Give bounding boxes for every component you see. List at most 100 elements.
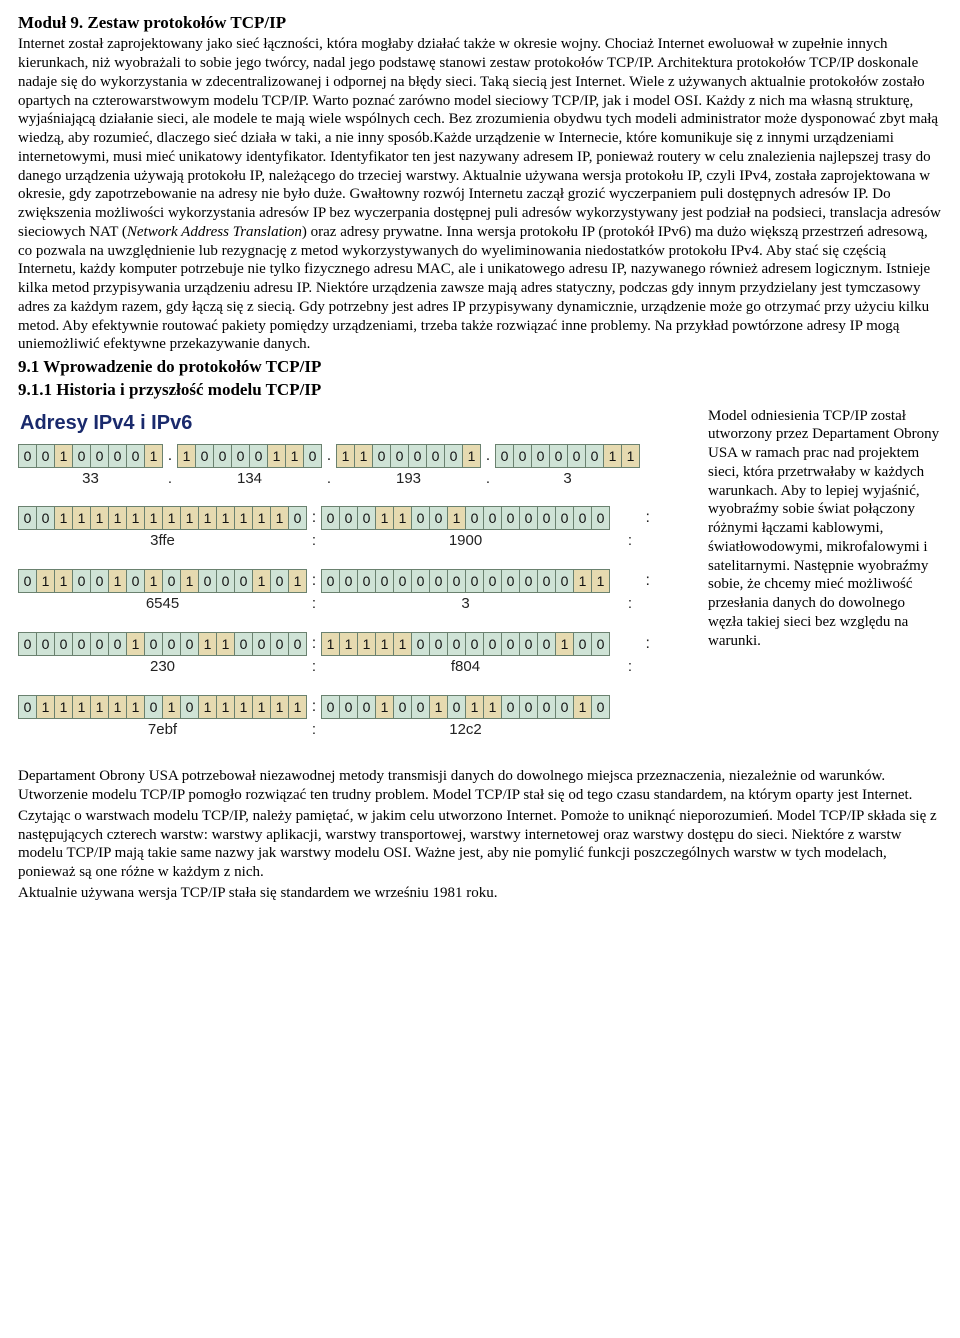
bit-cell: 1 xyxy=(355,445,373,467)
bit-cell: 0 xyxy=(412,696,430,718)
bit-cell: 0 xyxy=(253,633,271,655)
separator: . xyxy=(163,444,177,467)
label-cell: : xyxy=(307,658,321,677)
bit-cell: 0 xyxy=(127,445,145,467)
bit-cell: 0 xyxy=(322,507,340,529)
separator: : xyxy=(307,632,321,655)
bit-cell: 0 xyxy=(73,633,91,655)
bit-cell: 1 xyxy=(376,507,394,529)
bit-cell: 0 xyxy=(496,445,514,467)
bit-cell: 1 xyxy=(268,445,286,467)
bit-cell: 1 xyxy=(286,445,304,467)
bit-cell: 0 xyxy=(520,507,538,529)
bit-cell: 0 xyxy=(37,507,55,529)
bit-cell: 1 xyxy=(199,696,217,718)
bit-cell: 1 xyxy=(73,696,91,718)
bit-cell: 0 xyxy=(532,445,550,467)
bit-cell: 0 xyxy=(232,445,250,467)
label-cell: 3ffe xyxy=(18,532,307,551)
bit-cell: 0 xyxy=(484,570,502,592)
bit-cell: 0 xyxy=(484,633,502,655)
bit-cell: 0 xyxy=(394,570,412,592)
bit-cell: 1 xyxy=(109,696,127,718)
bit-cell: 0 xyxy=(430,633,448,655)
bit-cell: 0 xyxy=(484,507,502,529)
bit-cell: 1 xyxy=(574,570,592,592)
label-cell: : xyxy=(307,532,321,551)
bit-cell: 0 xyxy=(550,445,568,467)
bit-cell: 1 xyxy=(199,507,217,529)
bit-group: 11000001 xyxy=(336,444,481,468)
ipv6-bits-row: 0110010101000101:0000000000000011: xyxy=(18,569,698,593)
label-cell: 134 xyxy=(177,470,322,489)
bit-cell: 0 xyxy=(19,570,37,592)
labels-row: 7ebf:12c2 xyxy=(18,721,698,740)
bit-cell: 1 xyxy=(178,445,196,467)
paragraph-3: Czytając o warstwach modelu TCP/IP, nale… xyxy=(18,807,942,882)
intro-text-2: ) oraz adresy prywatne. Inna wersja prot… xyxy=(18,224,930,353)
labels-row: 230:f804: xyxy=(18,658,698,677)
bit-cell: 0 xyxy=(250,445,268,467)
bit-group: 0011111111111110 xyxy=(18,506,307,530)
bit-group: 0000000000000011 xyxy=(321,569,610,593)
bit-cell: 1 xyxy=(55,570,73,592)
bit-cell: 0 xyxy=(271,633,289,655)
label-cell: : xyxy=(610,595,650,614)
label-cell: f804 xyxy=(321,658,610,677)
bit-cell: 0 xyxy=(19,445,37,467)
bit-cell: 0 xyxy=(340,696,358,718)
bit-cell: 0 xyxy=(430,507,448,529)
bit-cell: 1 xyxy=(73,507,91,529)
bit-group: 1111100000000100 xyxy=(321,632,610,656)
bit-cell: 0 xyxy=(37,633,55,655)
bit-cell: 0 xyxy=(412,633,430,655)
bit-cell: 0 xyxy=(19,696,37,718)
bit-cell: 1 xyxy=(181,507,199,529)
labels-row: 6545:3: xyxy=(18,595,698,614)
bit-cell: 0 xyxy=(235,570,253,592)
bit-cell: 0 xyxy=(358,696,376,718)
figure-title: Adresy IPv4 i IPv6 xyxy=(18,407,698,444)
label-cell: 33 xyxy=(18,470,163,489)
bit-cell: 0 xyxy=(538,633,556,655)
bit-cell: 1 xyxy=(271,696,289,718)
bit-cell: 0 xyxy=(394,696,412,718)
bit-cell: 0 xyxy=(19,507,37,529)
bit-cell: 1 xyxy=(127,633,145,655)
bit-cell: 1 xyxy=(253,696,271,718)
bit-cell: 0 xyxy=(574,633,592,655)
bit-cell: 0 xyxy=(109,445,127,467)
bit-cell: 0 xyxy=(289,633,307,655)
bit-cell: 1 xyxy=(430,696,448,718)
bit-cell: 0 xyxy=(304,445,322,467)
bit-cell: 0 xyxy=(586,445,604,467)
label-cell: . xyxy=(163,470,177,489)
bit-cell: 1 xyxy=(340,633,358,655)
labels-row: 33.134.193.3 xyxy=(18,470,698,489)
bit-cell: 0 xyxy=(373,445,391,467)
separator: : xyxy=(610,632,650,655)
bit-cell: 0 xyxy=(235,633,253,655)
bit-cell: 1 xyxy=(163,696,181,718)
label-cell: 3 xyxy=(321,595,610,614)
label-cell: . xyxy=(481,470,495,489)
ipv6-bits-row: 0000001000110000:1111100000000100: xyxy=(18,632,698,656)
bit-cell: 0 xyxy=(37,445,55,467)
bit-cell: 1 xyxy=(145,507,163,529)
separator: . xyxy=(481,444,495,467)
bit-cell: 0 xyxy=(520,696,538,718)
bit-cell: 0 xyxy=(445,445,463,467)
bit-group: 0110010101000101 xyxy=(18,569,307,593)
bit-cell: 0 xyxy=(322,570,340,592)
bit-cell: 0 xyxy=(340,507,358,529)
bit-cell: 0 xyxy=(217,570,235,592)
bit-cell: 1 xyxy=(55,507,73,529)
bit-cell: 1 xyxy=(394,507,412,529)
ipv4-ipv6-figure: Adresy IPv4 i IPv6 00100001.10000110.110… xyxy=(18,407,698,758)
bit-cell: 0 xyxy=(340,570,358,592)
figure-body: 00100001.10000110.11000001.0000001133.13… xyxy=(18,444,698,740)
bit-cell: 0 xyxy=(271,570,289,592)
bit-cell: 0 xyxy=(73,445,91,467)
bit-cell: 0 xyxy=(568,445,586,467)
bit-cell: 0 xyxy=(574,507,592,529)
